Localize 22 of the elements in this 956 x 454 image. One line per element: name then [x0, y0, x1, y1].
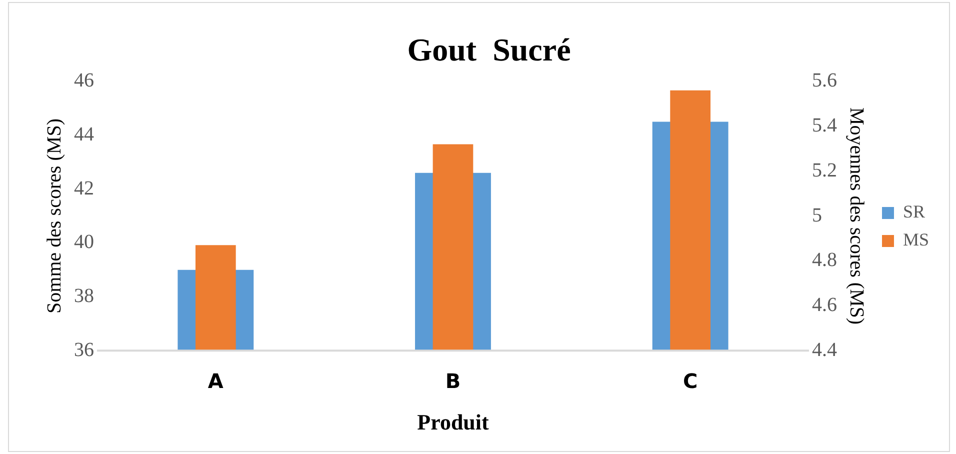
y2-tick-label: 5.4 [812, 114, 837, 137]
y2-tick-label: 4.8 [812, 249, 837, 272]
y2-tick-label: 4.6 [812, 294, 837, 316]
y-tick-label: 36 [74, 338, 94, 361]
x-tick-label: A [208, 368, 224, 393]
x-tick-label: C [682, 368, 698, 393]
y2-tick-label: 5.6 [812, 70, 837, 92]
legend-label: SR [902, 202, 926, 222]
y-tick-label: 40 [74, 231, 94, 254]
y2-tick-label: 4.4 [812, 338, 837, 361]
legend-label: MS [902, 230, 929, 250]
y2-axis-title: Moyennes des scores (MS) [846, 107, 868, 325]
y2-tick-label: 5.2 [812, 159, 837, 182]
y-tick-label: 46 [74, 70, 94, 92]
y-tick-label: 42 [74, 177, 94, 200]
chart-title: Gout Sucré [407, 31, 571, 68]
x-tick-label: B [445, 368, 461, 393]
x-axis-title: Produit [417, 409, 490, 434]
y-axis-title: Somme des scores (MS) [43, 118, 66, 314]
y-tick-label: 38 [74, 285, 94, 308]
y-tick-label: 44 [74, 123, 94, 146]
y2-tick-label: 5 [812, 204, 822, 226]
